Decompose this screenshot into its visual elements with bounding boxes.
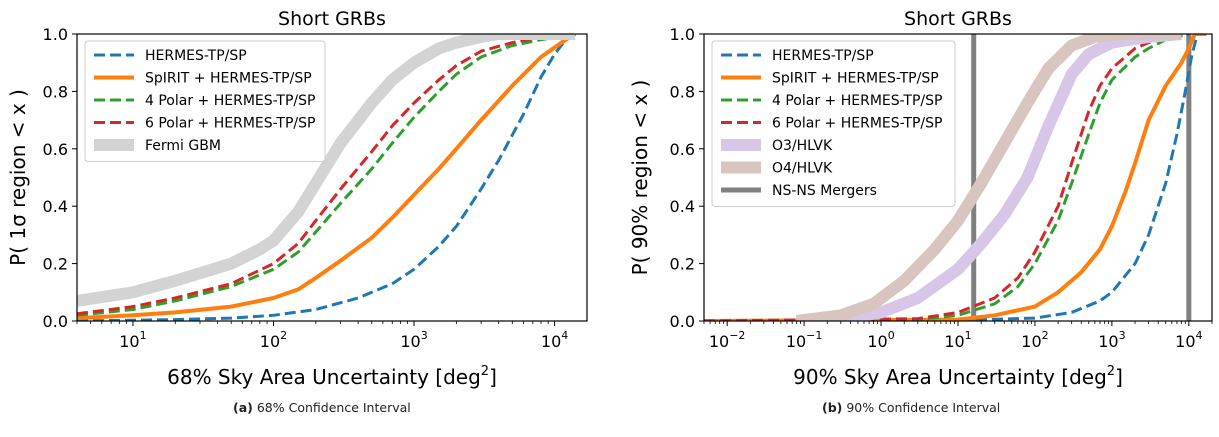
y-tick-label: 0.4 bbox=[670, 197, 695, 216]
y-tick-label: 0.2 bbox=[670, 255, 695, 274]
y-tick-label: 0.2 bbox=[43, 255, 68, 274]
legend-label: SpIRIT + HERMES-TP/SP bbox=[145, 71, 312, 87]
series-line-0 bbox=[704, 34, 1200, 321]
caption-b-label: (b) bbox=[822, 400, 843, 415]
x-tick-label: 103 bbox=[400, 329, 427, 351]
y-tick-label: 0.0 bbox=[43, 312, 68, 331]
series-line-1 bbox=[77, 34, 577, 321]
x-tick-label: 103 bbox=[1098, 329, 1125, 351]
series-line-4 bbox=[77, 34, 576, 307]
y-tick-label: 0.0 bbox=[670, 312, 695, 331]
panel-a-chart: 0.0 0.2 0.4 0.6 0.8 1.0 101 102 103 104 Short GRBs… bbox=[6, 8, 588, 389]
y-axis-label: P( 90% region < x ) bbox=[628, 80, 652, 276]
legend-label: O4/HLVK bbox=[772, 161, 833, 177]
y-tick-label: 1.0 bbox=[43, 25, 68, 44]
x-tick-label: 102 bbox=[260, 329, 287, 351]
legend-label: 4 Polar + HERMES-TP/SP bbox=[145, 93, 315, 109]
y-tick-label: 0.4 bbox=[43, 197, 68, 216]
y-tick-label: 0.6 bbox=[43, 140, 68, 159]
caption-b: (b) 90% Confidence Interval bbox=[822, 400, 1000, 415]
x-axis-label: 90% Sky Area Uncertainty [deg2] bbox=[793, 364, 1123, 389]
x-tick-label: 104 bbox=[1175, 329, 1202, 351]
legend-label: HERMES-TP/SP bbox=[772, 48, 874, 64]
caption-a: (a) 68% Confidence Interval bbox=[233, 400, 411, 415]
legend-label: HERMES-TP/SP bbox=[145, 48, 247, 64]
legend-label: NS-NS Mergers bbox=[772, 183, 877, 199]
series-line-2 bbox=[704, 34, 1190, 321]
legend-label: O3/HLVK bbox=[772, 138, 833, 154]
x-tick-label: 102 bbox=[1021, 329, 1048, 351]
legend-label: 4 Polar + HERMES-TP/SP bbox=[772, 93, 942, 109]
legend-box bbox=[84, 40, 326, 162]
legend-label: 6 Polar + HERMES-TP/SP bbox=[772, 116, 942, 132]
series-line-5 bbox=[795, 34, 1182, 321]
legend-label: Fermi GBM bbox=[145, 138, 221, 154]
series-line-3 bbox=[704, 34, 1189, 321]
series-line-0 bbox=[77, 34, 576, 321]
x-tick-label: 10−2 bbox=[709, 329, 746, 351]
series-line-2 bbox=[77, 34, 576, 317]
series-line-4 bbox=[796, 34, 1182, 321]
chart-title: Short GRBs bbox=[904, 8, 1012, 30]
plot-area bbox=[704, 34, 1207, 321]
legend-label: 6 Polar + HERMES-TP/SP bbox=[145, 116, 315, 132]
caption-b-text: 90% Confidence Interval bbox=[846, 400, 1001, 415]
y-tick-label: 0.6 bbox=[670, 140, 695, 159]
x-tick-label: 100 bbox=[867, 329, 894, 351]
y-tick-label: 0.8 bbox=[670, 82, 695, 101]
series-line-1 bbox=[704, 34, 1207, 321]
x-tick-label: 101 bbox=[944, 329, 971, 351]
axes-frame bbox=[76, 33, 588, 322]
series-line-3 bbox=[77, 34, 576, 316]
x-tick-label: 104 bbox=[541, 329, 568, 351]
legend-label: SpIRIT + HERMES-TP/SP bbox=[772, 71, 939, 87]
caption-a-text: 68% Confidence Interval bbox=[256, 400, 411, 415]
caption-a-label: (a) bbox=[233, 400, 253, 415]
y-tick-label: 1.0 bbox=[670, 25, 695, 44]
panel-b-chart: 0.0 0.2 0.4 0.6 0.8 1.0 10−2 10−1 100 101 102 103 10… bbox=[628, 8, 1213, 389]
x-tick-label: 101 bbox=[119, 329, 146, 351]
x-tick-label: 10−1 bbox=[786, 329, 823, 351]
x-axis-label: 68% Sky Area Uncertainty [deg2] bbox=[167, 364, 497, 389]
plot-area bbox=[77, 34, 577, 321]
y-axis-label: P( 1σ region < x ) bbox=[6, 89, 30, 266]
legend-box bbox=[711, 40, 956, 207]
y-tick-label: 0.8 bbox=[43, 82, 68, 101]
chart-title: Short GRBs bbox=[278, 8, 386, 30]
